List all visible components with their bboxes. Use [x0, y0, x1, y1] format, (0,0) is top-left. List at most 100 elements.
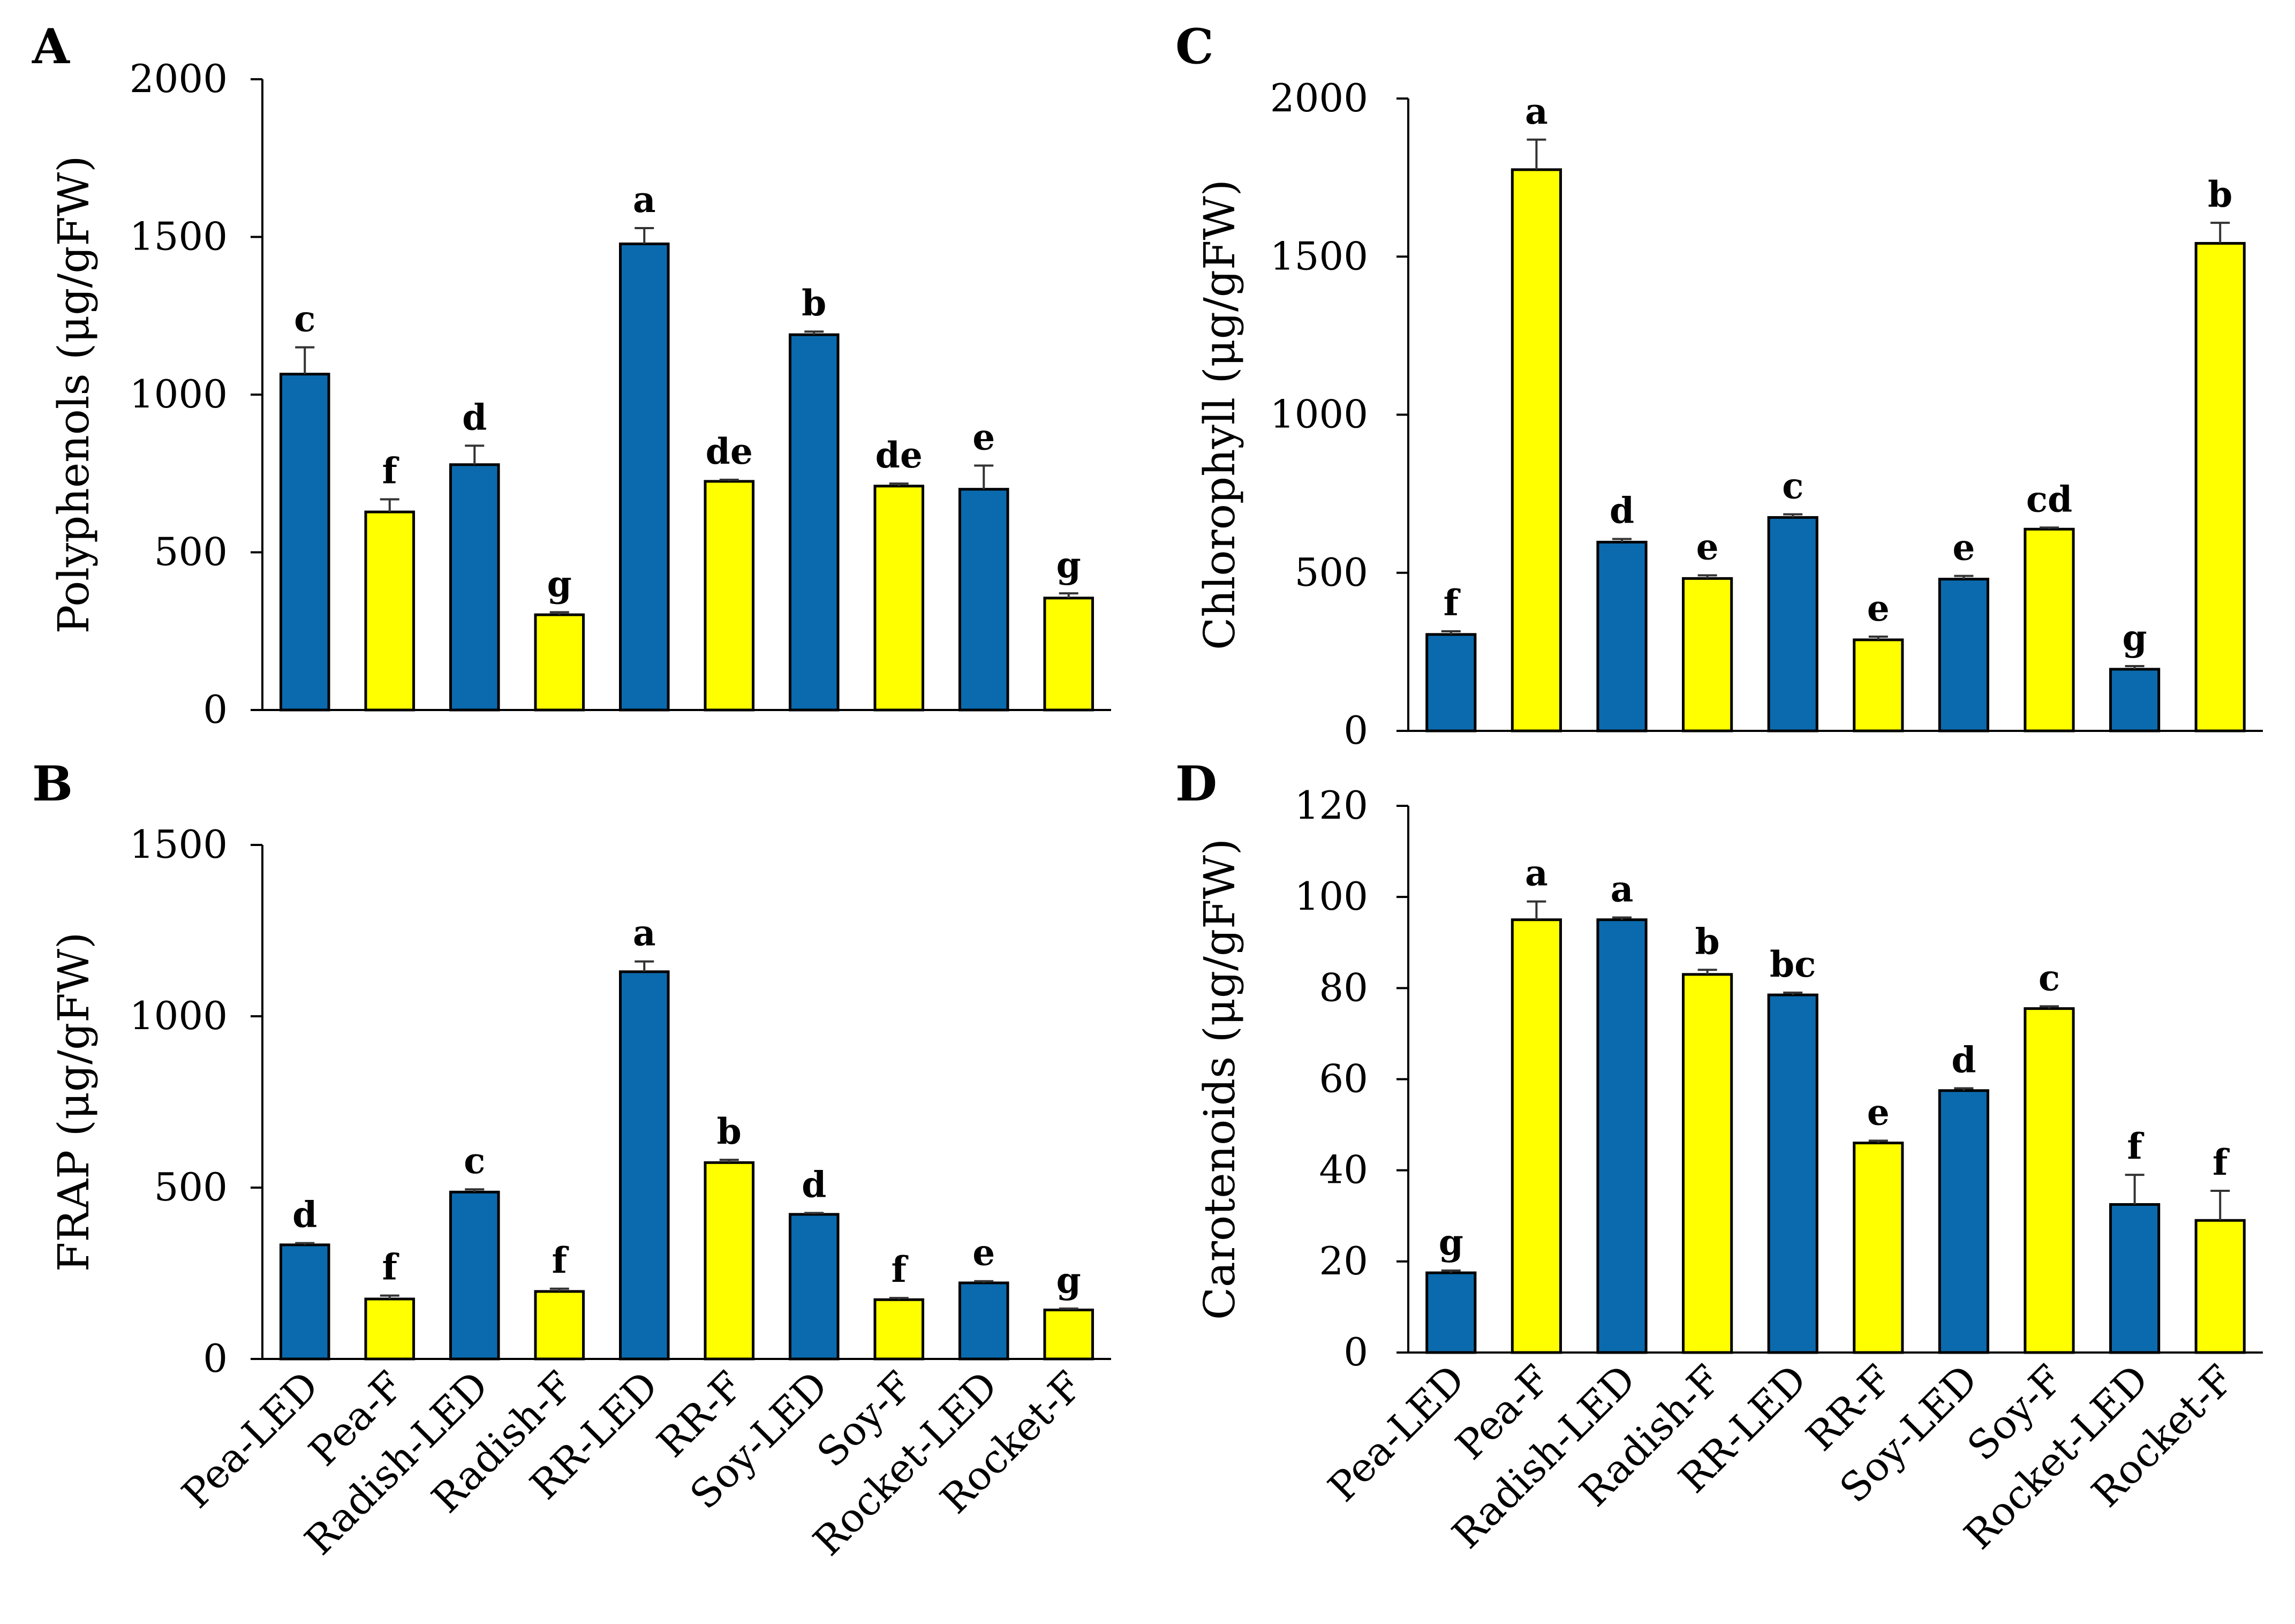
- significance-letter: e: [1952, 527, 1975, 569]
- bar-rr-f: [704, 480, 755, 712]
- significance-letter: cd: [2026, 478, 2072, 520]
- y-tick-label: 80: [1319, 965, 1368, 1010]
- significance-letter: b: [1695, 920, 1720, 962]
- y-tick-label: 1000: [1270, 392, 1368, 437]
- bar-rr-f: [1853, 638, 1904, 732]
- significance-letter: f: [382, 450, 399, 492]
- bar-radish-f: [1682, 577, 1733, 732]
- significance-letter: f: [2127, 1126, 2144, 1167]
- y-tick-label: 40: [1319, 1147, 1368, 1192]
- y-tick-label: 0: [203, 687, 228, 732]
- significance-letter: d: [292, 1194, 317, 1236]
- bar-radish-led: [449, 463, 500, 712]
- bar-rocket-led: [2109, 1203, 2161, 1354]
- bar-soy-led: [788, 333, 840, 712]
- bar-rr-f: [704, 1161, 755, 1361]
- bar-rocket-f: [1043, 1308, 1094, 1361]
- significance-letter: e: [1867, 1091, 1890, 1133]
- y-tick-label: 1500: [130, 822, 228, 867]
- panel-a-letter: A: [32, 18, 70, 75]
- significance-letter: f: [1444, 582, 1461, 624]
- bar-pea-led: [1425, 1271, 1477, 1354]
- significance-letter: f: [892, 1249, 909, 1290]
- significance-letter: bc: [1770, 943, 1816, 985]
- significance-letter: e: [972, 1232, 995, 1274]
- y-axis-title: Polyphenols (μg/gFW): [49, 156, 99, 634]
- bar-pea-f: [1511, 918, 1562, 1354]
- bar-radish-f: [534, 1290, 585, 1361]
- bar-rocket-led: [958, 1281, 1009, 1361]
- significance-letter: f: [382, 1247, 399, 1288]
- bar-pea-f: [1511, 168, 1562, 732]
- significance-letter: b: [717, 1111, 742, 1152]
- bar-rr-led: [618, 242, 670, 712]
- significance-letter: g: [1439, 1221, 1463, 1263]
- bar-soy-f: [2024, 1007, 2075, 1354]
- significance-letter: g: [1056, 544, 1081, 586]
- significance-letter: e: [1867, 587, 1890, 629]
- bar-rocket-f: [1043, 596, 1094, 712]
- significance-letter: b: [2208, 173, 2232, 215]
- y-tick-label: 1000: [130, 993, 228, 1038]
- y-tick-label: 120: [1295, 783, 1368, 828]
- bar-rocket-f: [2194, 241, 2246, 732]
- y-tick-label: 500: [154, 1165, 228, 1210]
- significance-letter: e: [972, 417, 995, 458]
- y-tick-label: 20: [1319, 1238, 1368, 1283]
- y-axis-title: Carotenoids (μg/gFW): [1195, 839, 1244, 1320]
- significance-letter: c: [294, 298, 315, 340]
- panel-c-letter: C: [1175, 18, 1214, 75]
- y-tick-label: 0: [1343, 708, 1368, 753]
- significance-letter: b: [802, 282, 826, 324]
- significance-letter: g: [547, 563, 572, 605]
- panel-a-polyphenols-chart: A Polyphenols (μg/gFW) 0 500 1000 1500 2000 c f…: [32, 18, 1111, 732]
- bar-pea-f: [364, 1297, 416, 1361]
- significance-letter: a: [633, 179, 656, 221]
- bar-soy-f: [873, 1298, 925, 1361]
- significance-letter: g: [2123, 617, 2147, 659]
- panel-b-letter: B: [32, 756, 73, 812]
- y-tick-label: 1000: [130, 372, 228, 417]
- bar-rocket-led: [958, 488, 1009, 712]
- bar-radish-led: [449, 1190, 500, 1361]
- y-tick-label: 500: [1295, 550, 1368, 595]
- bar-radish-led: [1596, 540, 1648, 732]
- panel-c-chlorophyll-chart: C Chlorophyll (μg/gFW) 0 500 1000 1500 2000 f a…: [1175, 18, 2263, 753]
- significance-letter: a: [633, 912, 656, 954]
- y-tick-label: 1500: [1270, 233, 1368, 278]
- significance-letter: c: [464, 1140, 485, 1182]
- y-tick-label: 500: [154, 530, 228, 575]
- significance-letter: de: [875, 434, 923, 476]
- y-tick-label: 2000: [130, 56, 228, 101]
- bar-pea-led: [279, 1243, 330, 1361]
- bar-pea-led: [1425, 633, 1477, 732]
- bar-pea-f: [364, 510, 416, 712]
- bar-rr-led: [618, 970, 670, 1361]
- bar-rr-f: [1853, 1142, 1904, 1354]
- significance-letter: a: [1525, 90, 1548, 132]
- significance-letter: f: [552, 1240, 569, 1281]
- y-tick-label: 60: [1319, 1056, 1368, 1101]
- y-axis-title: FRAP (μg/gFW): [49, 932, 99, 1272]
- y-tick-label: 1500: [130, 214, 228, 259]
- bar-soy-led: [1938, 578, 1989, 732]
- bar-soy-led: [788, 1213, 840, 1361]
- bar-radish-led: [1596, 918, 1648, 1354]
- bar-rocket-led: [2109, 668, 2161, 732]
- significance-letter: a: [1525, 852, 1548, 894]
- bar-soy-led: [1938, 1089, 1989, 1354]
- y-tick-label: 0: [203, 1336, 228, 1381]
- significance-letter: c: [2039, 957, 2060, 999]
- significance-letter: d: [1610, 490, 1634, 532]
- bar-rr-led: [1767, 516, 1818, 732]
- bar-radish-f: [1682, 973, 1733, 1354]
- significance-letter: f: [2213, 1142, 2230, 1183]
- y-tick-label: 2000: [1270, 75, 1368, 120]
- significance-letter: de: [706, 430, 753, 472]
- bar-soy-f: [2024, 527, 2075, 732]
- significance-letter: d: [462, 396, 487, 438]
- bar-radish-f: [534, 613, 585, 712]
- significance-letter: g: [1056, 1259, 1081, 1301]
- bar-soy-f: [873, 485, 925, 712]
